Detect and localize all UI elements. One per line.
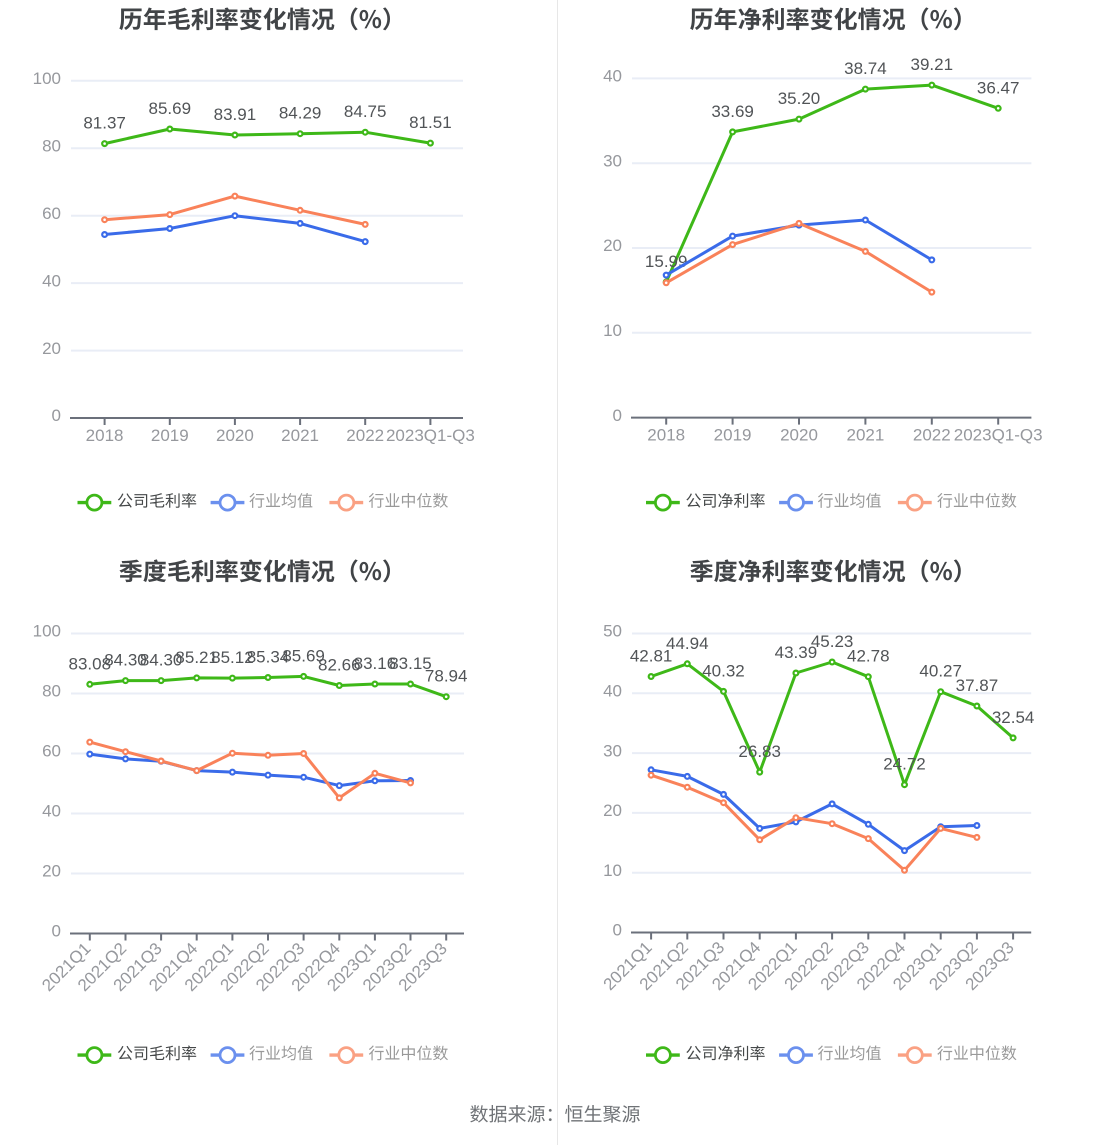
svg-text:32.54: 32.54 [992,708,1035,727]
svg-text:100: 100 [33,69,61,88]
svg-text:42.81: 42.81 [630,647,673,666]
svg-text:0: 0 [52,406,61,425]
svg-text:83.16: 83.16 [354,654,397,673]
svg-text:36.47: 36.47 [977,78,1020,97]
svg-text:50: 50 [603,622,622,641]
svg-text:81.37: 81.37 [83,114,126,133]
svg-text:0: 0 [52,922,61,941]
svg-text:85.69: 85.69 [282,646,325,665]
svg-text:85.34: 85.34 [247,648,290,667]
svg-text:39.21: 39.21 [911,55,954,74]
svg-text:85.69: 85.69 [149,99,192,118]
svg-text:10: 10 [603,321,622,340]
svg-text:2018: 2018 [647,426,685,445]
svg-text:10: 10 [603,861,622,880]
svg-text:85.21: 85.21 [175,648,218,667]
svg-text:45.23: 45.23 [811,632,854,651]
svg-text:83.91: 83.91 [214,105,257,124]
svg-text:60: 60 [42,742,61,761]
svg-text:83.15: 83.15 [389,654,432,673]
svg-text:2023Q1-Q3: 2023Q1-Q3 [954,426,1043,445]
svg-text:37.87: 37.87 [956,676,999,695]
svg-text:43.39: 43.39 [775,643,818,662]
svg-text:24.72: 24.72 [883,755,926,774]
svg-text:38.74: 38.74 [844,59,887,78]
svg-text:100: 100 [33,622,61,641]
svg-text:84.30: 84.30 [104,651,147,670]
svg-text:2020: 2020 [216,426,254,445]
svg-text:2019: 2019 [151,426,189,445]
svg-text:2021: 2021 [281,426,319,445]
svg-text:40.27: 40.27 [919,662,962,681]
svg-text:2019: 2019 [714,426,752,445]
svg-text:40: 40 [42,271,61,290]
svg-text:82.66: 82.66 [318,656,361,675]
svg-text:60: 60 [42,204,61,223]
svg-text:40.32: 40.32 [702,661,745,680]
svg-text:2020: 2020 [780,426,818,445]
svg-text:15.99: 15.99 [645,252,688,271]
svg-text:20: 20 [42,339,61,358]
svg-text:84.29: 84.29 [279,104,322,123]
svg-text:35.20: 35.20 [778,89,821,108]
svg-text:85.12: 85.12 [211,648,254,667]
svg-text:2023Q1-Q3: 2023Q1-Q3 [386,426,475,445]
svg-text:78.94: 78.94 [425,667,468,686]
svg-text:0: 0 [613,921,622,940]
svg-text:30: 30 [603,151,622,170]
svg-text:40: 40 [603,682,622,701]
svg-text:33.69: 33.69 [711,102,754,121]
svg-text:20: 20 [603,236,622,255]
svg-text:80: 80 [42,682,61,701]
svg-text:2021: 2021 [846,426,884,445]
svg-text:20: 20 [603,801,622,820]
svg-text:20: 20 [42,862,61,881]
svg-text:30: 30 [603,741,622,760]
svg-text:2022: 2022 [913,426,951,445]
svg-text:26.83: 26.83 [738,742,781,761]
svg-text:40: 40 [603,67,622,86]
svg-text:80: 80 [42,136,61,155]
svg-text:40: 40 [42,802,61,821]
svg-text:84.75: 84.75 [344,102,387,121]
svg-text:2018: 2018 [86,426,124,445]
svg-text:84.30: 84.30 [140,651,183,670]
svg-text:0: 0 [613,406,622,425]
svg-text:81.51: 81.51 [409,113,452,132]
svg-text:44.94: 44.94 [666,634,709,653]
svg-text:42.78: 42.78 [847,647,890,666]
svg-text:2022: 2022 [346,426,384,445]
svg-text:83.08: 83.08 [69,654,112,673]
